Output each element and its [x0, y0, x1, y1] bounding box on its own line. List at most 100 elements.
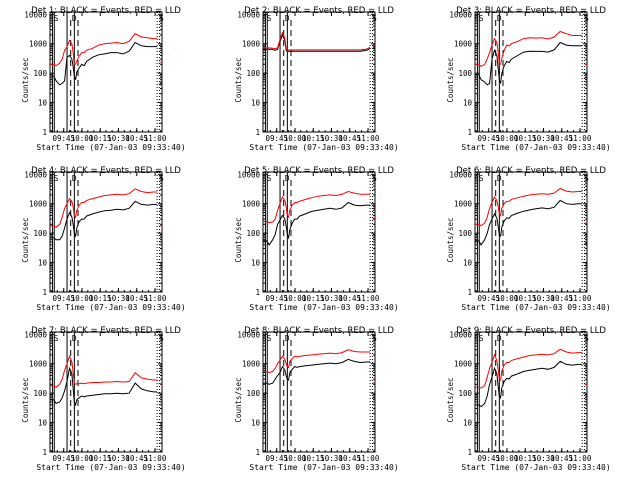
region-marker-label: S	[54, 14, 59, 23]
x-axis-label: Start Time (07-Jan-03 09:33:40)	[249, 303, 398, 312]
panel-title: Det 4: BLACK = Events, RED = LLD	[31, 166, 181, 176]
series-line-lld	[263, 349, 375, 384]
y-tick-label: 10000	[24, 330, 47, 339]
y-tick-label: 1000	[242, 360, 261, 369]
x-tick-label: 10:15	[302, 454, 325, 463]
series-line-events	[50, 200, 162, 243]
y-tick-label: 1000	[454, 360, 473, 369]
y-axis-label: Counts/sec	[234, 57, 243, 102]
panel-det-2: Det 2: BLACK = Events, RED = LLDSDS11010…	[234, 6, 399, 152]
x-tick-label: 11:00	[569, 454, 592, 463]
panel-title: Det 3: BLACK = Events, RED = LLD	[456, 6, 606, 16]
y-tick-label: 10	[251, 259, 261, 268]
panel-det-9: Det 9: BLACK = Events, RED = LLDSDS11010…	[446, 326, 611, 472]
series-line-events	[475, 199, 587, 246]
x-tick-label: 10:30	[532, 134, 555, 143]
series-line-events	[475, 41, 587, 86]
x-axis-label: Start Time (07-Jan-03 09:33:40)	[36, 143, 185, 152]
series-line-events	[263, 201, 375, 246]
x-tick-label: 10:15	[302, 294, 325, 303]
panel-det-7: Det 7: BLACK = Events, RED = LLDSDS11010…	[21, 326, 186, 472]
region-marker-label: S	[479, 174, 484, 183]
series-line-lld	[50, 188, 162, 228]
y-axis-label: Counts/sec	[234, 217, 243, 262]
x-tick-label: 10:00	[71, 454, 94, 463]
x-axis-label: Start Time (07-Jan-03 09:33:40)	[36, 463, 185, 472]
x-tick-label: 09:45	[477, 134, 500, 143]
y-tick-label: 1	[467, 288, 472, 297]
x-tick-label: 10:30	[532, 454, 555, 463]
y-tick-label: 1	[467, 128, 472, 137]
x-tick-label: 10:30	[107, 134, 130, 143]
region-marker-label: S	[479, 14, 484, 23]
x-tick-label: 11:00	[357, 294, 380, 303]
x-tick-label: 10:00	[496, 454, 519, 463]
y-tick-label: 1000	[242, 40, 261, 49]
x-tick-label: 10:15	[514, 294, 537, 303]
y-tick-label: 10000	[449, 330, 472, 339]
series-line-events	[50, 366, 162, 407]
x-tick-label: 10:00	[284, 294, 307, 303]
panel-title: Det 9: BLACK = Events, RED = LLD	[456, 326, 606, 336]
x-tick-label: 10:30	[320, 294, 343, 303]
x-tick-label: 09:45	[265, 134, 288, 143]
x-tick-label: 11:00	[144, 294, 167, 303]
y-tick-label: 10	[251, 99, 261, 108]
panel-title: Det 8: BLACK = Events, RED = LLD	[244, 326, 394, 336]
y-tick-label: 10	[463, 419, 473, 428]
x-tick-label: 10:15	[89, 134, 112, 143]
y-tick-label: 100	[458, 69, 472, 78]
x-tick-label: 10:45	[126, 454, 149, 463]
x-tick-label: 11:00	[357, 454, 380, 463]
y-tick-label: 1	[42, 448, 47, 457]
panel-title: Det 1: BLACK = Events, RED = LLD	[31, 6, 181, 16]
x-tick-label: 09:45	[52, 134, 75, 143]
x-tick-label: 10:45	[551, 294, 574, 303]
y-tick-label: 100	[33, 389, 47, 398]
x-axis-label: Start Time (07-Jan-03 09:33:40)	[461, 143, 610, 152]
y-tick-label: 1	[255, 128, 260, 137]
x-axis-label: Start Time (07-Jan-03 09:33:40)	[461, 463, 610, 472]
panel-det-1: Det 1: BLACK = Events, RED = LLDSDS11010…	[21, 6, 186, 152]
series-line-lld	[475, 348, 587, 389]
x-tick-label: 11:00	[569, 134, 592, 143]
x-tick-label: 10:00	[71, 294, 94, 303]
x-axis-label: Start Time (07-Jan-03 09:33:40)	[36, 303, 185, 312]
y-tick-label: 1000	[454, 200, 473, 209]
x-tick-label: 10:30	[320, 454, 343, 463]
series-line-events	[475, 360, 587, 408]
x-tick-label: 10:30	[107, 454, 130, 463]
x-tick-label: 10:00	[496, 134, 519, 143]
x-tick-label: 10:30	[107, 294, 130, 303]
series-line-events	[50, 41, 162, 86]
series-line-lld	[263, 31, 375, 51]
y-tick-label: 10	[251, 419, 261, 428]
y-tick-label: 10	[38, 259, 48, 268]
series-line-lld	[475, 30, 587, 68]
y-tick-label: 100	[458, 389, 472, 398]
x-tick-label: 09:45	[52, 454, 75, 463]
series-line-events	[263, 33, 375, 52]
x-tick-label: 11:00	[144, 454, 167, 463]
x-tick-label: 09:45	[477, 294, 500, 303]
y-tick-label: 100	[33, 229, 47, 238]
x-tick-label: 10:00	[284, 454, 307, 463]
region-marker-label: S	[54, 334, 59, 343]
y-tick-label: 10000	[24, 10, 47, 19]
x-tick-label: 09:45	[265, 294, 288, 303]
x-tick-label: 10:15	[514, 454, 537, 463]
y-tick-label: 100	[246, 389, 260, 398]
series-line-lld	[475, 187, 587, 227]
y-tick-label: 10000	[449, 10, 472, 19]
x-tick-label: 10:15	[89, 294, 112, 303]
series-line-lld	[263, 190, 375, 224]
panel-det-5: Det 5: BLACK = Events, RED = LLDSDS11010…	[234, 166, 399, 312]
series-line-events	[263, 358, 375, 399]
y-tick-label: 10000	[237, 330, 260, 339]
y-tick-label: 10000	[237, 10, 260, 19]
y-tick-label: 100	[458, 229, 472, 238]
x-tick-label: 09:45	[265, 454, 288, 463]
series-line-lld	[50, 354, 162, 388]
x-tick-label: 10:45	[126, 294, 149, 303]
